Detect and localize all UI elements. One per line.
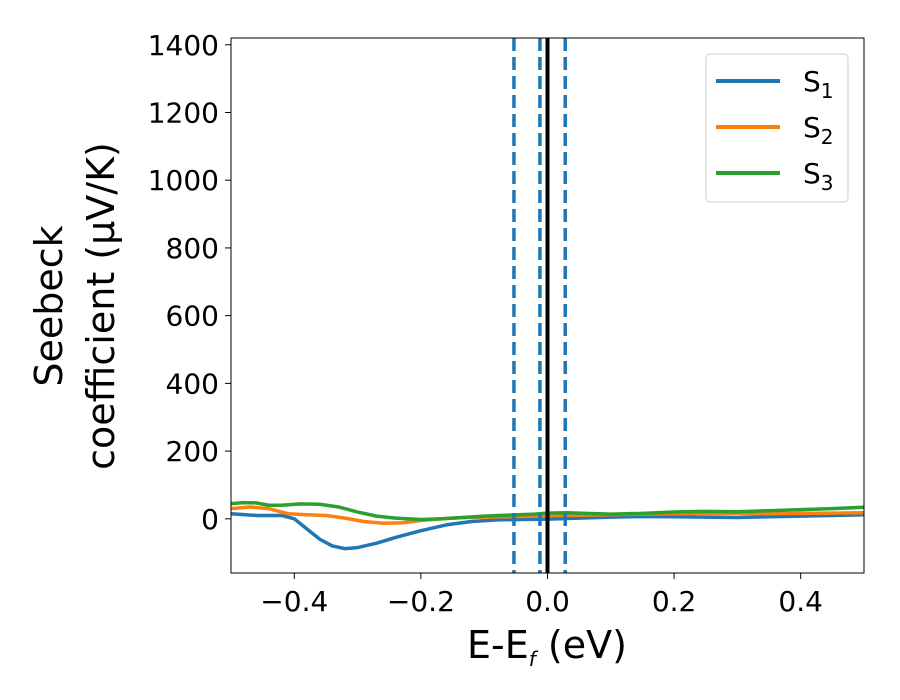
x-tick-label: 0.2 <box>652 585 697 618</box>
x-tick-label: 0.4 <box>778 585 823 618</box>
x-axis-label: E-Ef (eV) <box>467 623 627 671</box>
x-axis-label-tail: (eV) <box>536 623 627 667</box>
legend-label-s3: S3 <box>803 157 834 195</box>
y-axis-label-line1: Seebeck <box>27 225 71 386</box>
legend-items: S1 S2 S3 <box>716 65 834 195</box>
x-tick-label: −0.4 <box>260 585 328 618</box>
legend-label-s2: S2 <box>803 111 834 149</box>
series-line-s3 <box>231 500 864 522</box>
series-line-s1 <box>231 511 864 551</box>
y-tick-label: 1400 <box>148 29 219 62</box>
legend: S1 S2 S3 <box>705 53 849 203</box>
series-layer <box>231 500 864 551</box>
y-tick-label: 400 <box>166 367 219 400</box>
x-tick-label: 0.0 <box>525 585 570 618</box>
x-axis-label-main: E-E <box>467 623 529 667</box>
x-axis-label-sub: f <box>529 647 539 671</box>
y-tick-label: 600 <box>166 300 219 333</box>
x-tick-label: −0.2 <box>387 585 455 618</box>
y-axis-label-line2: coefficient (μV/K) <box>79 142 123 470</box>
y-tick-label: 0 <box>201 503 219 536</box>
y-tick-label: 200 <box>166 435 219 468</box>
y-axis: 0 200 400 600 800 1000 1200 1400 <box>148 29 231 536</box>
x-axis: −0.4 −0.2 0.0 0.2 0.4 <box>260 573 823 618</box>
y-axis-label: Seebeck coefficient (μV/K) <box>27 142 123 470</box>
legend-label-s1: S1 <box>803 65 834 103</box>
y-tick-label: 800 <box>166 232 219 265</box>
y-tick-label: 1200 <box>148 96 219 129</box>
y-tick-label: 1000 <box>148 164 219 197</box>
reference-lines <box>512 38 567 573</box>
